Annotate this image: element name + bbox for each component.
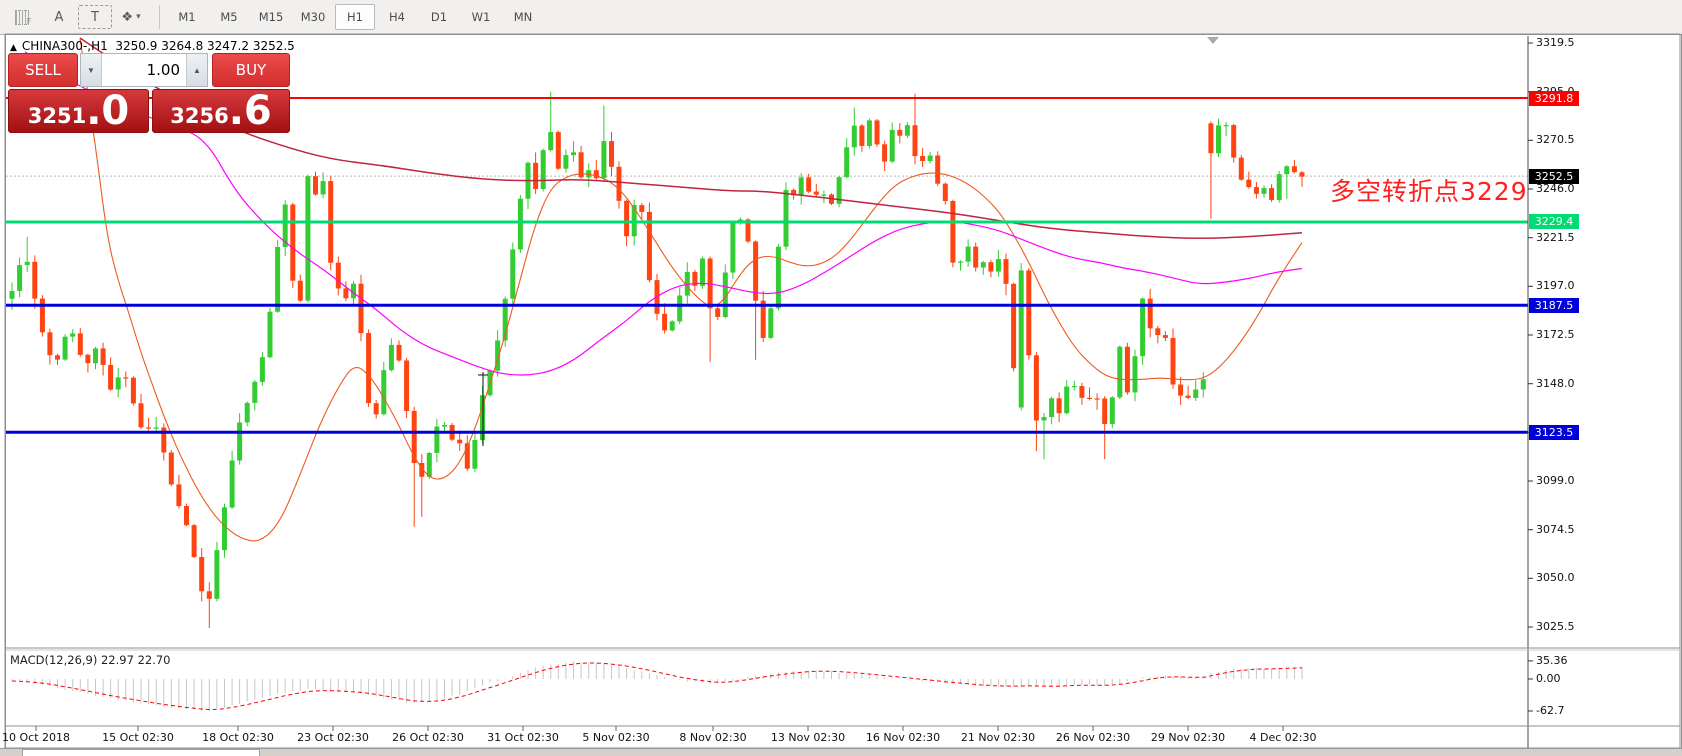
timeframe-button-h4[interactable]: H4 [389, 10, 405, 24]
price-badge-3187.5: 3187.5 [1529, 297, 1579, 313]
price-tick-label: 3270.5 [1536, 133, 1575, 147]
timeframe-button-m15[interactable]: M15 [258, 10, 284, 24]
price-tick-label: 3099.0 [1536, 474, 1575, 487]
price-badge-3252.5: 3252.5 [1529, 168, 1579, 184]
text-label-icon[interactable]: T [78, 5, 112, 29]
date-label: 29 Nov 02:30 [1150, 731, 1226, 744]
date-label: 4 Dec 02:30 [1249, 731, 1317, 744]
date-label: 31 Oct 02:30 [487, 731, 559, 744]
price-tick-label: 3050.0 [1536, 571, 1575, 585]
chart-annotation-text: 多空转折点3229 [1330, 177, 1528, 206]
date-label: 18 Oct 02:30 [202, 731, 274, 744]
price-badge-3291.8: 3291.8 [1529, 90, 1579, 106]
volume-stepper: ▼ 1.00 ▲ [80, 53, 208, 87]
symbol-period-label: CHINA300-,H1 [21, 39, 108, 53]
collapse-panel-icon[interactable]: ▲ [10, 43, 17, 53]
price-tick-label: 3074.5 [1536, 522, 1575, 536]
horizontal-line-objects[interactable] [6, 97, 1528, 446]
timeframe-button-d1[interactable]: D1 [430, 10, 448, 24]
price-badge-3123.5: 3123.5 [1529, 424, 1579, 440]
price-tick-label: 3246.0 [1536, 182, 1575, 195]
sell-price-display[interactable]: 3251. 0 [8, 89, 149, 133]
bottom-window-tab[interactable] [22, 749, 260, 756]
timeframe-button-m5[interactable]: M5 [220, 10, 238, 24]
date-label: 13 Nov 02:30 [770, 731, 846, 744]
shapes-tool-icon[interactable]: ❖ ▾ [121, 9, 141, 25]
volume-input[interactable]: 1.00 [146, 61, 180, 79]
date-label: 16 Nov 02:30 [865, 731, 941, 744]
one-click-trading-panel: SELL ▼ 1.00 ▲ BUY 3251. 0 3256. 6 [8, 53, 290, 133]
ma-fast-orange [79, 37, 1303, 542]
sell-button[interactable]: SELL [8, 53, 78, 87]
chart-window[interactable] [5, 34, 1682, 750]
candlestick-series [9, 91, 1305, 628]
chart-shift-marker-icon [1207, 37, 1219, 44]
date-label: 26 Nov 02:30 [1055, 731, 1131, 744]
macd-tick-label: -62.7 [1536, 704, 1565, 717]
timeframe-button-h1[interactable]: H1 [335, 4, 375, 30]
macd-pane [11, 661, 1303, 712]
price-tick-label: 3197.0 [1536, 279, 1575, 293]
timeframe-button-mn[interactable]: MN [513, 10, 533, 24]
indicators-grid-icon[interactable]: F [6, 3, 40, 31]
ohlc-values: 3250.9 3264.8 3247.2 3252.5 [115, 39, 295, 53]
price-tick-label: 3221.5 [1536, 230, 1575, 244]
date-label: 5 Nov 02:30 [582, 731, 650, 744]
macd-indicator-label: MACD(12,26,9) 22.97 22.70 [10, 653, 171, 667]
date-label: 15 Oct 02:30 [102, 731, 174, 744]
toolbar: F A T ❖ ▾ M1 M5 M15 M30 H1 H4 D1 W1 MN [0, 0, 1682, 35]
buy-button[interactable]: BUY [212, 53, 290, 87]
date-label: 10 Oct 2018 [1, 731, 71, 744]
date-label: 26 Oct 02:30 [392, 731, 464, 744]
chevron-down-icon: ▾ [136, 12, 141, 22]
price-tick-label: 3319.5 [1536, 36, 1575, 49]
moving-averages [24, 37, 1303, 542]
price-tick-label: 3148.0 [1536, 376, 1575, 390]
price-tick-label: 3025.5 [1536, 620, 1575, 633]
date-label: 8 Nov 02:30 [679, 731, 747, 744]
macd-signal-line [11, 662, 1303, 711]
timeframe-button-m30[interactable]: M30 [300, 10, 326, 24]
buy-price-display[interactable]: 3256. 6 [152, 89, 290, 133]
timeframe-button-m1[interactable]: M1 [178, 10, 196, 24]
toolbar-separator [159, 5, 160, 29]
cursor-tool-icon[interactable]: A [54, 9, 64, 25]
macd-tick-label: 35.36 [1536, 653, 1568, 667]
price-badge-3229.4: 3229.4 [1529, 214, 1579, 230]
chart-title: ▲ CHINA300-,H1 3250.9 3264.8 3247.2 3252.… [10, 39, 295, 53]
volume-increase-button[interactable]: ▲ [186, 54, 207, 86]
price-tick-label: 3172.5 [1536, 328, 1575, 341]
timeframe-button-w1[interactable]: W1 [471, 10, 491, 24]
timeframe-bar: M1 M5 M15 M30 H1 H4 D1 W1 MN [166, 4, 544, 30]
date-label: 23 Oct 02:30 [297, 731, 369, 744]
volume-decrease-button[interactable]: ▼ [81, 54, 102, 86]
ma-mid-magenta [24, 51, 1303, 376]
status-strip [0, 748, 1682, 756]
macd-tick-label: 0.00 [1536, 672, 1561, 685]
date-label: 21 Nov 02:30 [960, 731, 1036, 744]
ma-slow-crimson [79, 37, 1303, 239]
